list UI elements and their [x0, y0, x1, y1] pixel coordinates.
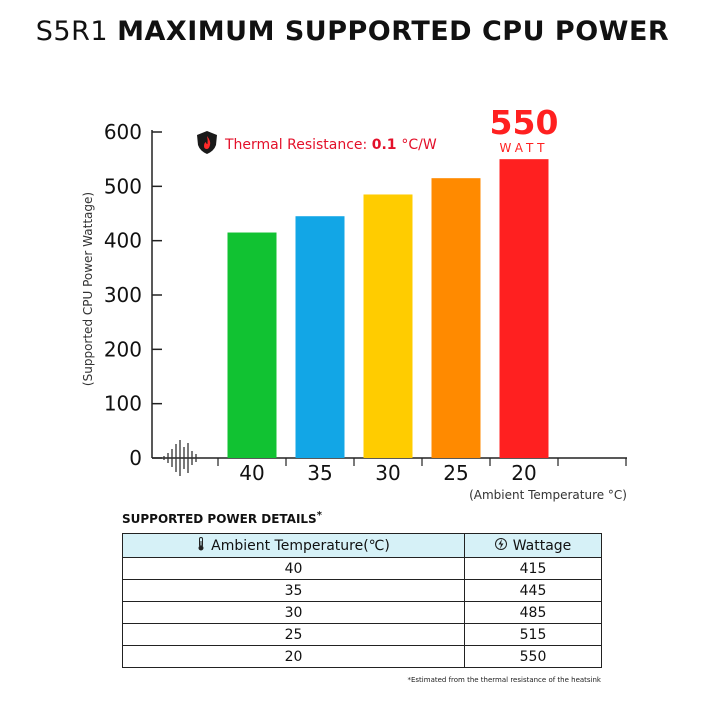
thermometer-icon: [197, 536, 205, 555]
cell-temperature: 30: [121, 601, 466, 624]
cell-temperature: 40: [121, 557, 466, 580]
y-axis-label: (Supported CPU Power Wattage): [81, 192, 95, 386]
table-row: 20 550: [121, 645, 602, 668]
table-title-mark: *: [316, 510, 322, 521]
cell-wattage: 550: [464, 645, 602, 668]
y-tick-label: 300: [104, 283, 142, 307]
cell-wattage: 415: [464, 557, 602, 580]
highlight-unit: WATT: [500, 141, 549, 155]
power-details-table: Ambient Temperature(℃) Wattage 40 415 35 44…: [121, 533, 602, 668]
highlight-value: 550: [490, 103, 559, 142]
thermal-resistance-annotation: Thermal Resistance: 0.1 °C/W: [224, 137, 437, 153]
bar: [431, 178, 481, 458]
cell-temperature: 25: [121, 623, 466, 646]
x-axis-label: (Ambient Temperature °C): [469, 488, 627, 502]
annotation-label: Thermal Resistance:: [224, 137, 372, 153]
bar-chart: 0 100 200 300 400 500 600 (Supported CPU Power …: [81, 103, 627, 502]
header-wattage: Wattage: [464, 533, 602, 558]
x-tick-label: 40: [239, 461, 264, 485]
annotation-unit: °C/W: [401, 137, 436, 153]
table-title-text: SUPPORTED POWER DETAILS: [122, 512, 317, 526]
table-row: 25 515: [121, 623, 602, 646]
bar: [227, 232, 277, 458]
y-tick-label: 100: [104, 392, 142, 416]
model-name: S5R1: [35, 16, 109, 47]
chart-title: S5R1 MAXIMUM SUPPORTED CPU POWER: [0, 16, 705, 47]
table-header-row: Ambient Temperature(℃) Wattage: [121, 533, 602, 558]
y-tick-label: 0: [129, 446, 142, 470]
x-tick-label: 25: [443, 461, 468, 485]
y-tick-label: 400: [104, 229, 142, 253]
table-title: SUPPORTED POWER DETAILS*: [122, 510, 322, 526]
x-tick-label: 20: [511, 461, 536, 485]
bolt-icon: [494, 537, 507, 555]
cell-temperature: 20: [121, 645, 466, 668]
table-row: 35 445: [121, 579, 602, 602]
table-row: 40 415: [121, 557, 602, 580]
header-label: Wattage: [512, 537, 572, 554]
footnote: *Estimated from the thermal resistance o…: [407, 676, 601, 684]
cell-wattage: 515: [464, 623, 602, 646]
header-label: Ambient Temperature(℃): [211, 537, 390, 554]
x-tick-label: 35: [307, 461, 332, 485]
annotation-value: 0.1: [372, 137, 402, 153]
bar: [499, 159, 549, 458]
flame-shield-icon: [197, 131, 217, 154]
title-text: MAXIMUM SUPPORTED CPU POWER: [117, 16, 670, 47]
y-tick-label: 600: [104, 120, 142, 144]
y-tick-label: 500: [104, 174, 142, 198]
cell-wattage: 485: [464, 601, 602, 624]
bar: [363, 194, 413, 458]
bar: [295, 216, 345, 458]
cell-temperature: 35: [121, 579, 466, 602]
y-tick-label: 200: [104, 337, 142, 361]
x-tick-label: 30: [375, 461, 400, 485]
header-ambient-temperature: Ambient Temperature(℃): [121, 533, 466, 558]
table-row: 30 485: [121, 601, 602, 624]
cell-wattage: 445: [464, 579, 602, 602]
